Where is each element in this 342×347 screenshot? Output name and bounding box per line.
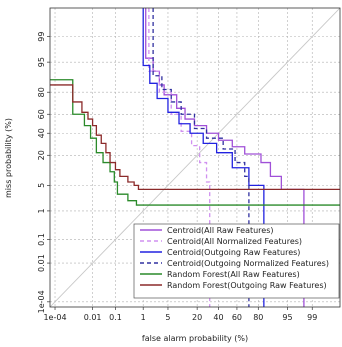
y-tick-label-10: 99 bbox=[37, 32, 46, 42]
y-tick-label-1: 0.01 bbox=[37, 254, 46, 272]
x-tick-label-0: 1e-04 bbox=[43, 313, 66, 322]
x-axis-label: false alarm probability (%) bbox=[142, 334, 248, 343]
x-tick-label-7: 60 bbox=[232, 313, 242, 322]
x-tick-label-4: 5 bbox=[165, 313, 170, 322]
legend-label-0: Centroid(All Raw Features) bbox=[167, 226, 274, 235]
axis-ticks: 1e-04 0.01 0.1 1 5 20 40 60 80 95 99 1e-04 0.01 0.1 1 5… bbox=[37, 32, 317, 322]
y-tick-label-3: 1 bbox=[37, 208, 46, 213]
x-tick-label-1: 0.01 bbox=[84, 313, 102, 322]
y-tick-label-6: 40 bbox=[37, 128, 46, 138]
legend-label-2: Centroid(Outgoing Raw Features) bbox=[167, 248, 300, 257]
series-line-5 bbox=[50, 84, 340, 190]
y-tick-label-5: 20 bbox=[37, 150, 46, 160]
x-tick-label-8: 80 bbox=[253, 313, 263, 322]
series-line-3 bbox=[152, 8, 250, 307]
diagonal-line bbox=[50, 8, 340, 307]
legend: Centroid(All Raw Features) Centroid(All N… bbox=[133, 223, 340, 299]
x-tick-label-10: 99 bbox=[307, 313, 317, 322]
series-line-1 bbox=[148, 8, 211, 307]
y-tick-label-7: 60 bbox=[37, 109, 46, 119]
x-tick-label-2: 0.1 bbox=[109, 313, 122, 322]
legend-label-4: Random Forest(All Raw Features) bbox=[167, 270, 300, 279]
legend-box bbox=[133, 223, 340, 299]
x-tick-label-6: 40 bbox=[213, 313, 223, 322]
series-lines bbox=[50, 8, 340, 307]
y-tick-label-0: 1e-04 bbox=[37, 290, 46, 313]
legend-label-3: Centroid(Outgoing Normalized Features) bbox=[167, 259, 329, 268]
y-axis-label: miss probability (%) bbox=[4, 118, 13, 198]
y-tick-label-4: 5 bbox=[37, 183, 46, 188]
plot-frame bbox=[49, 7, 341, 308]
legend-label-1: Centroid(All Normalized Features) bbox=[167, 237, 302, 246]
diagonal-reference bbox=[50, 8, 340, 307]
series-line-2 bbox=[142, 8, 265, 307]
y-tick-label-8: 80 bbox=[37, 87, 46, 97]
legend-label-5: Random Forest(Outgoing Raw Features) bbox=[167, 281, 327, 290]
y-tick-label-2: 0.1 bbox=[37, 233, 46, 246]
x-tick-label-9: 95 bbox=[282, 313, 292, 322]
x-tick-label-3: 1 bbox=[141, 313, 146, 322]
x-tick-label-5: 20 bbox=[192, 313, 202, 322]
series-line-4 bbox=[50, 79, 340, 206]
y-tick-label-9: 95 bbox=[37, 57, 46, 67]
